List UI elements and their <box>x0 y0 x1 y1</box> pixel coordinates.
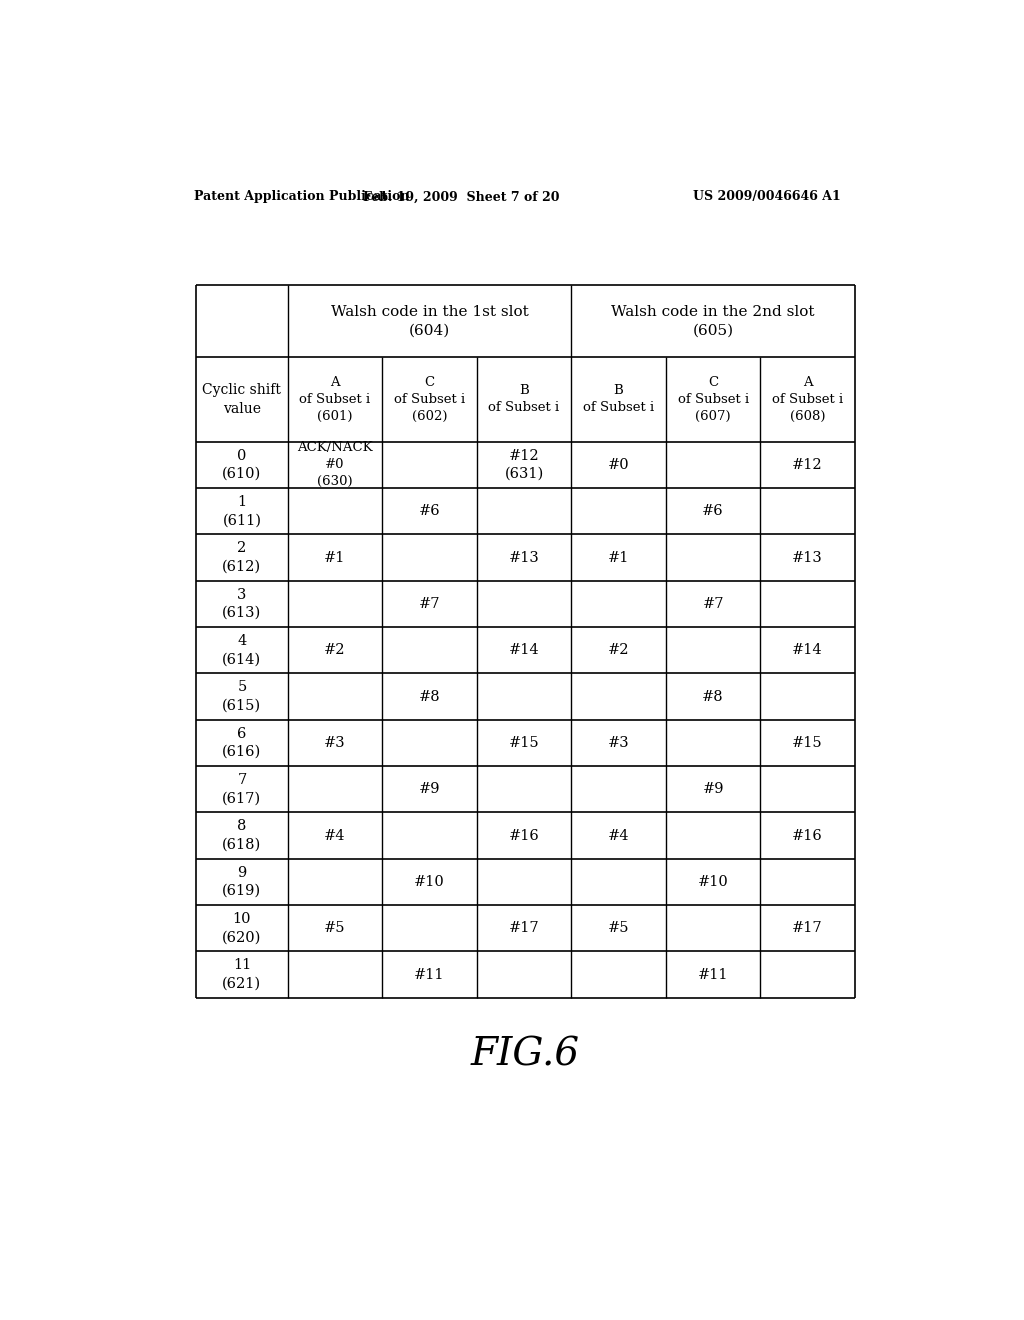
Text: 1
(611): 1 (611) <box>222 495 261 528</box>
Text: C
of Subset i
(602): C of Subset i (602) <box>394 376 465 422</box>
Text: #9: #9 <box>419 783 440 796</box>
Text: #1: #1 <box>325 550 346 565</box>
Text: #16: #16 <box>793 829 823 842</box>
Text: 4
(614): 4 (614) <box>222 634 261 667</box>
Text: #4: #4 <box>608 829 630 842</box>
Text: 9
(619): 9 (619) <box>222 866 261 898</box>
Text: 3
(613): 3 (613) <box>222 587 261 620</box>
Text: #2: #2 <box>608 643 630 657</box>
Text: #6: #6 <box>419 504 440 519</box>
Text: #2: #2 <box>325 643 346 657</box>
Text: #16: #16 <box>509 829 540 842</box>
Text: #1: #1 <box>608 550 630 565</box>
Text: US 2009/0046646 A1: US 2009/0046646 A1 <box>693 190 841 203</box>
Text: #13: #13 <box>793 550 823 565</box>
Text: #10: #10 <box>414 875 444 888</box>
Text: #8: #8 <box>419 689 440 704</box>
Text: A
of Subset i
(608): A of Subset i (608) <box>772 376 843 422</box>
Text: 8
(618): 8 (618) <box>222 820 261 851</box>
Text: C
of Subset i
(607): C of Subset i (607) <box>678 376 749 422</box>
Text: #0: #0 <box>608 458 630 473</box>
Text: 10
(620): 10 (620) <box>222 912 261 944</box>
Text: #7: #7 <box>702 597 724 611</box>
Text: 7
(617): 7 (617) <box>222 774 261 805</box>
Text: #7: #7 <box>419 597 440 611</box>
Text: Cyclic shift
value: Cyclic shift value <box>203 383 282 416</box>
Text: ACK/NACK
#0
(630): ACK/NACK #0 (630) <box>297 441 373 488</box>
Text: 5
(615): 5 (615) <box>222 680 261 713</box>
Text: Walsh code in the 1st slot
(604): Walsh code in the 1st slot (604) <box>331 305 528 338</box>
Text: #11: #11 <box>415 968 444 982</box>
Text: #8: #8 <box>702 689 724 704</box>
Text: #14: #14 <box>509 643 540 657</box>
Text: FIG.6: FIG.6 <box>470 1038 580 1074</box>
Text: #3: #3 <box>325 735 346 750</box>
Text: #5: #5 <box>325 921 346 935</box>
Text: 2
(612): 2 (612) <box>222 541 261 574</box>
Text: #3: #3 <box>608 735 630 750</box>
Text: #15: #15 <box>793 735 823 750</box>
Text: #10: #10 <box>697 875 728 888</box>
Text: 0
(610): 0 (610) <box>222 449 261 480</box>
Text: #13: #13 <box>509 550 540 565</box>
Text: B
of Subset i: B of Subset i <box>488 384 559 414</box>
Text: Feb. 19, 2009  Sheet 7 of 20: Feb. 19, 2009 Sheet 7 of 20 <box>362 190 559 203</box>
Text: #9: #9 <box>702 783 724 796</box>
Text: B
of Subset i: B of Subset i <box>583 384 654 414</box>
Text: #17: #17 <box>793 921 823 935</box>
Text: #12: #12 <box>793 458 823 473</box>
Text: #5: #5 <box>608 921 630 935</box>
Text: #15: #15 <box>509 735 540 750</box>
Text: A
of Subset i
(601): A of Subset i (601) <box>299 376 371 422</box>
Text: 6
(616): 6 (616) <box>222 727 261 759</box>
Text: #12
(631): #12 (631) <box>505 449 544 480</box>
Text: #14: #14 <box>793 643 823 657</box>
Text: Walsh code in the 2nd slot
(605): Walsh code in the 2nd slot (605) <box>611 305 815 338</box>
Text: #11: #11 <box>698 968 728 982</box>
Text: #6: #6 <box>702 504 724 519</box>
Text: #4: #4 <box>325 829 346 842</box>
Text: 11
(621): 11 (621) <box>222 958 261 991</box>
Text: Patent Application Publication: Patent Application Publication <box>194 190 410 203</box>
Text: #17: #17 <box>509 921 540 935</box>
